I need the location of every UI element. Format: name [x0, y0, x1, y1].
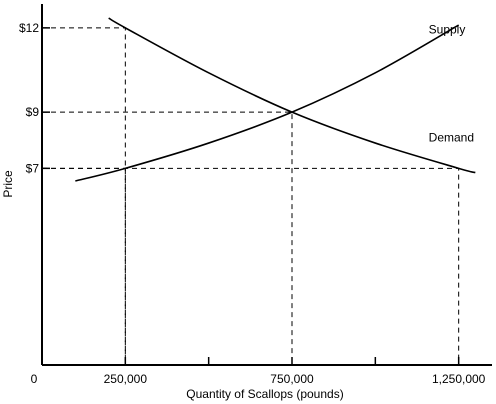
guide-line-3 [42, 167, 460, 365]
y-tick-label-7: $7 [26, 161, 40, 175]
axes [41, 4, 492, 366]
guide-lines [42, 27, 460, 365]
supply-label: Supply [429, 22, 466, 36]
guide-line-1 [42, 111, 293, 365]
demand-label: Demand [429, 131, 474, 145]
labels: 0 Quantity of Scallops (pounds) Price [1, 170, 344, 401]
origin-label: 0 [31, 372, 38, 386]
demand-curve [108, 17, 476, 174]
curves: Supply Demand [75, 17, 476, 182]
y-axis-label: Price [1, 170, 15, 198]
y-tick-label-9: $9 [26, 105, 40, 119]
x-tick-label-1250000: 1,250,000 [432, 372, 486, 386]
tick-marks: 250,000 750,000 1,250,000 $7 $9 $12 [19, 21, 486, 386]
y-tick-label-12: $12 [19, 21, 39, 35]
guide-line-2 [42, 167, 126, 365]
supply-curve [75, 24, 460, 182]
guide-line-0 [42, 27, 126, 365]
x-tick-label-250000: 250,000 [104, 372, 148, 386]
x-axis-label: Quantity of Scallops (pounds) [186, 387, 343, 401]
x-tick-label-750000: 750,000 [270, 372, 314, 386]
